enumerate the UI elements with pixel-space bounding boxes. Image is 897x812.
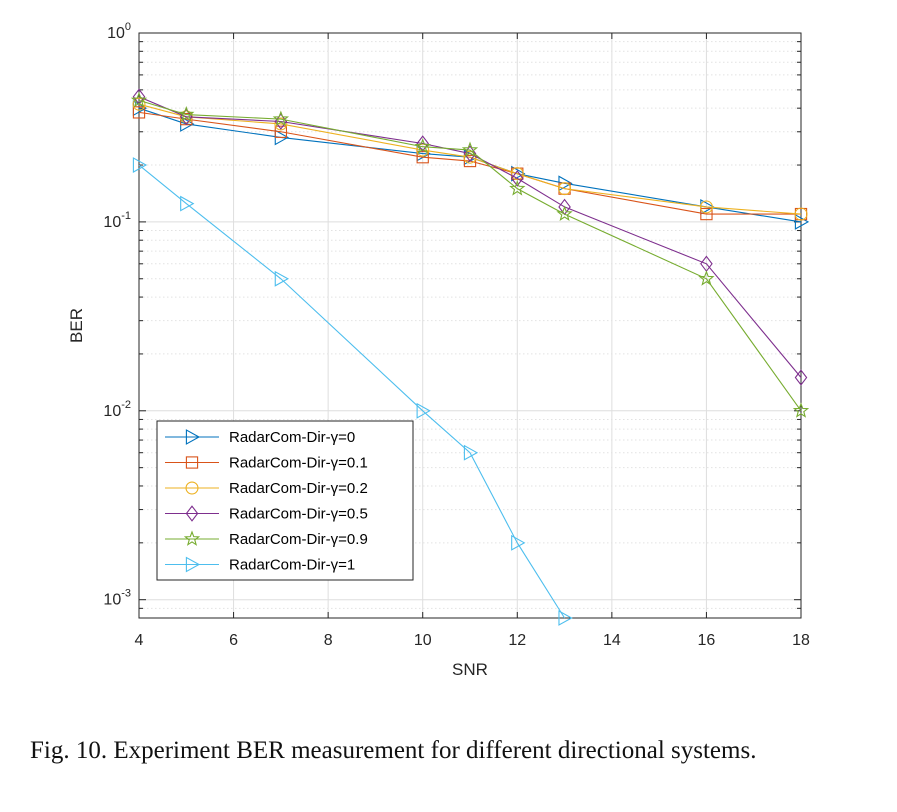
data-point: [132, 157, 148, 173]
data-point: [558, 610, 573, 626]
data-point: [132, 97, 146, 111]
y-tick-label: 10-1: [103, 210, 131, 231]
legend-entry: RadarCom-Dir-γ=0.9: [165, 530, 368, 548]
series-3: [132, 88, 808, 386]
data-point: [416, 402, 431, 419]
series-4: [130, 91, 810, 418]
data-point: [183, 530, 201, 546]
data-point: [274, 270, 289, 287]
data-point: [185, 556, 201, 573]
axis-ticks: 4 6 8 10 12 14 16 18 100 10-1 10-2 10-3: [103, 21, 810, 649]
data-point: [700, 207, 713, 221]
data-point: [794, 369, 808, 386]
y-tick-label: 10-2: [103, 399, 131, 420]
data-point: [463, 444, 479, 461]
data-point: [558, 182, 572, 196]
plot-area: [138, 32, 802, 619]
data-point: [185, 481, 199, 495]
data-point: [794, 207, 808, 221]
data-point: [414, 138, 431, 154]
series-line: [138, 96, 802, 378]
data-point: [463, 145, 477, 162]
legend-label: RadarCom-Dir-γ=0.2: [229, 480, 368, 497]
x-tick-label: 8: [324, 632, 333, 649]
data-point: [416, 143, 430, 157]
y-axis-label: BER: [67, 308, 86, 343]
data-point: [272, 110, 290, 127]
legend-entry: RadarCom-Dir-γ=0.1: [165, 455, 368, 472]
legend-entry: RadarCom-Dir-γ=0.5: [165, 505, 368, 523]
x-tick-label: 16: [698, 632, 716, 649]
data-point: [132, 106, 146, 119]
legend-label: RadarCom-Dir-γ=0.5: [229, 506, 368, 523]
series-5: [132, 157, 573, 626]
data-point: [510, 167, 524, 181]
legend-box: [156, 420, 414, 581]
data-point: [130, 91, 148, 108]
x-tick-label: 12: [508, 632, 526, 649]
data-point: [180, 195, 195, 212]
data-point: [416, 135, 430, 152]
legend: RadarCom-Dir-γ=0 RadarCom-Dir-γ=0.1 RadarC…: [156, 420, 414, 581]
series-line: [138, 99, 802, 412]
x-tick-label: 18: [792, 632, 810, 649]
x-tick-label: 14: [603, 632, 621, 649]
y-tick-label: 10-3: [103, 588, 131, 609]
data-point: [185, 456, 199, 469]
data-point: [274, 125, 288, 138]
data-point: [461, 141, 479, 158]
legend-entry: RadarCom-Dir-γ=0: [165, 429, 355, 446]
legend-entry: RadarCom-Dir-γ=1: [165, 557, 355, 574]
series-line: [138, 103, 802, 215]
data-point: [792, 402, 810, 418]
legend-label: RadarCom-Dir-γ=0: [229, 429, 355, 446]
series-line: [138, 164, 566, 619]
data-point: [274, 117, 288, 131]
figure-caption: Fig. 10. Experiment BER measurement for …: [30, 737, 757, 764]
ber-chart: 4 6 8 10 12 14 16 18 100 10-1 10-2 10-3 SNR BER Rad…: [67, 21, 810, 679]
data-point: [463, 154, 477, 168]
x-tick-label: 6: [229, 632, 238, 649]
data-point: [511, 534, 526, 551]
data-point: [698, 270, 715, 286]
series: [130, 88, 810, 626]
data-point: [178, 105, 195, 122]
data-point: [556, 205, 573, 222]
legend-label: RadarCom-Dir-γ=1: [229, 557, 355, 574]
data-point: [794, 213, 810, 230]
legend-entry: RadarCom-Dir-γ=0.2: [165, 480, 368, 497]
legend-label: RadarCom-Dir-γ=0.9: [229, 531, 368, 548]
data-point: [510, 170, 524, 187]
series-line: [138, 107, 802, 223]
x-tick-label: 10: [414, 632, 432, 649]
x-tick-label: 4: [135, 632, 144, 649]
legend-label: RadarCom-Dir-γ=0.1: [229, 455, 368, 472]
data-point: [132, 88, 146, 105]
data-point: [185, 429, 201, 445]
x-axis-label: SNR: [452, 660, 488, 679]
y-tick-label: 100: [107, 21, 131, 42]
data-point: [185, 505, 199, 522]
data-point: [509, 180, 526, 196]
data-point: [699, 200, 713, 214]
